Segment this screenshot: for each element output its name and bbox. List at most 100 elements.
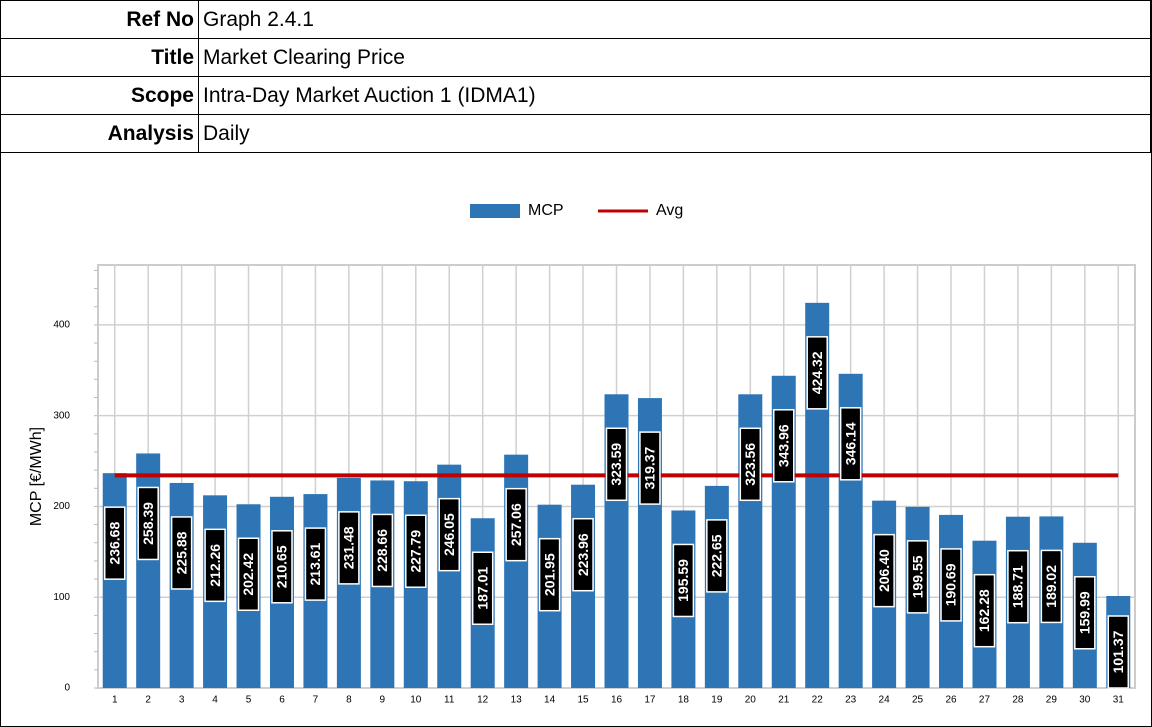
x-tick-label: 23 <box>845 695 857 706</box>
x-tick-label: 2 <box>145 695 151 706</box>
info-row: Ref No Graph 2.4.1 <box>0 0 1151 39</box>
data-label-box <box>806 336 828 410</box>
data-label: 222.65 <box>706 519 728 593</box>
info-table: Ref No Graph 2.4.1 Title Market Clearing Pr… <box>0 0 1151 153</box>
data-label-box <box>170 516 193 590</box>
data-label-text: 228.66 <box>374 529 390 572</box>
data-label-text: 101.37 <box>1110 630 1126 673</box>
data-label-text: 189.02 <box>1043 565 1059 608</box>
x-tick-label: 15 <box>577 695 589 706</box>
x-tick-label: 31 <box>1113 695 1125 706</box>
x-tick-label: 6 <box>279 695 285 706</box>
data-label-box <box>706 519 728 593</box>
data-label: 346.14 <box>839 407 862 481</box>
y-axis-label: MCP [€/MWh] <box>28 427 45 526</box>
x-tick-label: 8 <box>346 695 352 706</box>
x-tick-label: 3 <box>179 695 185 706</box>
data-label-box <box>271 530 293 604</box>
x-tick-label: 26 <box>945 695 957 706</box>
x-tick-label: 5 <box>246 695 252 706</box>
x-tick-label: 19 <box>711 695 723 706</box>
data-label: 201.95 <box>538 537 561 612</box>
data-label-text: 225.88 <box>173 531 189 574</box>
data-label-box <box>103 506 126 580</box>
data-label-text: 213.61 <box>307 542 323 585</box>
data-label: 212.26 <box>204 528 226 603</box>
x-tick-label: 16 <box>611 695 623 706</box>
data-label-text: 258.39 <box>140 502 156 545</box>
x-tick-label: 30 <box>1079 695 1091 706</box>
x-tick-label: 14 <box>544 695 556 706</box>
x-tick-label: 22 <box>812 695 824 706</box>
x-tick-label: 10 <box>410 695 422 706</box>
data-label: 162.28 <box>973 573 996 648</box>
data-label: 236.68 <box>103 506 126 580</box>
x-tick-label: 24 <box>879 695 891 706</box>
bar <box>102 473 127 688</box>
x-tick-label: 25 <box>912 695 924 706</box>
data-label-text: 162.28 <box>976 589 992 632</box>
data-label-box <box>1107 615 1130 689</box>
data-label: 225.88 <box>170 516 193 590</box>
data-label-text: 210.65 <box>274 545 290 588</box>
y-tick-label: 0 <box>64 683 70 694</box>
data-label-box <box>338 511 360 585</box>
data-label-text: 223.96 <box>575 533 591 576</box>
data-label-text: 212.26 <box>207 544 223 587</box>
data-label-text: 246.05 <box>441 513 457 556</box>
data-label-box <box>1007 549 1029 624</box>
data-label-text: 257.06 <box>508 503 524 546</box>
data-label: 101.37 <box>1107 615 1130 689</box>
data-label-text: 346.14 <box>842 422 858 465</box>
info-row: Title Market Clearing Price <box>0 38 1151 77</box>
data-label-text: 201.95 <box>541 553 557 596</box>
info-row: Scope Intra-Day Market Auction 1 (IDMA1) <box>0 76 1151 115</box>
legend-label: MCP <box>528 202 564 219</box>
data-label: 424.32 <box>806 336 828 410</box>
data-label: 199.55 <box>906 540 929 614</box>
data-label: 190.69 <box>940 548 962 622</box>
data-label-text: 206.40 <box>876 549 892 592</box>
data-label-box <box>973 573 996 648</box>
data-label-box <box>940 548 962 622</box>
data-label-text: 319.37 <box>642 446 658 489</box>
data-label: 323.59 <box>605 427 628 502</box>
y-tick-label: 200 <box>53 501 70 512</box>
data-label: 323.56 <box>739 427 762 502</box>
y-tick-label: 300 <box>53 410 70 421</box>
data-label-box <box>672 543 695 618</box>
x-tick-label: 13 <box>511 695 523 706</box>
legend-label: Avg <box>656 202 683 219</box>
data-label-box <box>873 533 895 608</box>
data-label: 195.59 <box>672 543 695 618</box>
data-label-text: 323.56 <box>742 443 758 486</box>
x-tick-label: 4 <box>212 695 218 706</box>
data-label-text: 343.96 <box>775 424 791 467</box>
data-label: 231.48 <box>338 511 360 585</box>
data-label-text: 222.65 <box>709 534 725 577</box>
x-tick-label: 29 <box>1046 695 1058 706</box>
x-tick-label: 12 <box>477 695 489 706</box>
data-label-box <box>237 537 260 612</box>
data-label: 319.37 <box>639 431 661 505</box>
data-label-box <box>204 528 226 603</box>
data-label-text: 424.32 <box>809 351 825 394</box>
data-label-box <box>371 513 394 588</box>
data-label-box <box>471 551 494 625</box>
data-label-box <box>1040 549 1063 624</box>
data-label: 189.02 <box>1040 549 1063 624</box>
legend-swatch <box>470 204 520 218</box>
row-value: Graph 2.4.1 <box>198 0 1151 39</box>
info-row: Analysis Daily <box>0 114 1151 153</box>
data-label-box <box>639 431 661 505</box>
data-label: 202.42 <box>237 537 260 612</box>
data-label-text: 236.68 <box>106 522 122 565</box>
x-tick-label: 27 <box>979 695 991 706</box>
data-label: 159.99 <box>1074 576 1096 650</box>
data-label-box <box>505 487 527 562</box>
data-label-box <box>906 540 929 614</box>
data-label: 258.39 <box>137 486 159 561</box>
x-tick-label: 21 <box>778 695 790 706</box>
x-tick-label: 17 <box>644 695 656 706</box>
